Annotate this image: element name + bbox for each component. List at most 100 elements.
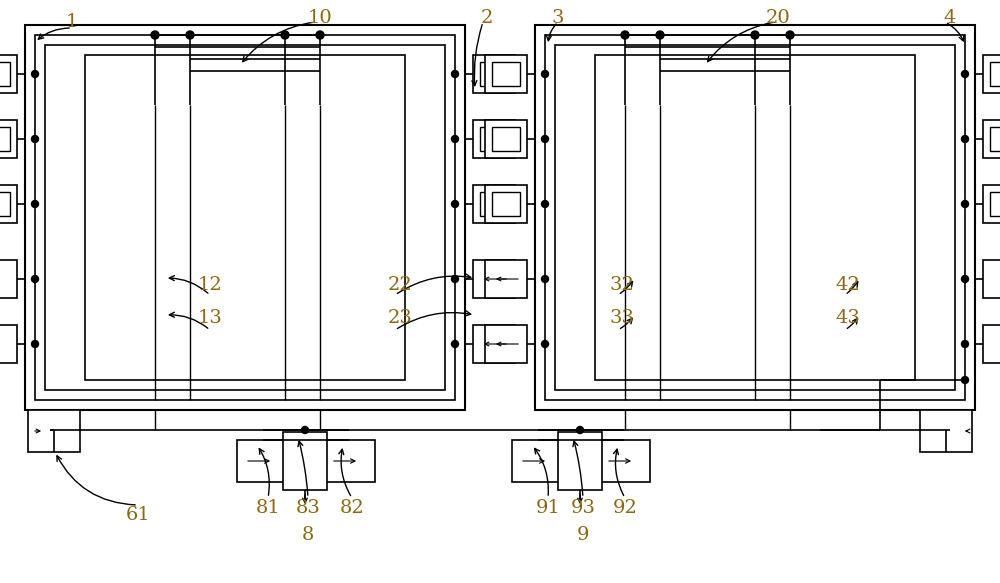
Bar xyxy=(0,127,10,151)
Bar xyxy=(0,325,17,363)
Bar xyxy=(0,55,17,93)
Bar xyxy=(0,192,10,216)
Circle shape xyxy=(542,71,548,78)
Bar xyxy=(555,45,955,390)
Circle shape xyxy=(452,340,458,347)
Circle shape xyxy=(186,31,194,39)
Circle shape xyxy=(542,276,548,283)
Bar xyxy=(485,55,527,93)
Circle shape xyxy=(32,71,38,78)
Bar xyxy=(990,127,1000,151)
Bar xyxy=(990,192,1000,216)
Text: 23: 23 xyxy=(388,309,412,327)
Bar xyxy=(492,127,520,151)
Circle shape xyxy=(542,135,548,142)
Circle shape xyxy=(962,71,968,78)
Circle shape xyxy=(786,31,794,39)
Text: 42: 42 xyxy=(836,276,860,294)
Text: 91: 91 xyxy=(536,499,560,517)
Bar xyxy=(480,127,508,151)
Bar xyxy=(480,62,508,86)
Circle shape xyxy=(962,340,968,347)
Bar xyxy=(473,120,515,158)
Circle shape xyxy=(316,31,324,39)
Circle shape xyxy=(962,377,968,384)
Text: 8: 8 xyxy=(302,526,314,544)
Bar xyxy=(28,410,80,452)
Bar xyxy=(283,432,327,490)
Bar xyxy=(595,55,915,380)
Text: 83: 83 xyxy=(296,499,320,517)
Circle shape xyxy=(32,135,38,142)
Bar xyxy=(45,45,445,390)
Text: 33: 33 xyxy=(610,309,635,327)
Circle shape xyxy=(621,31,629,39)
Bar xyxy=(323,440,375,482)
Bar xyxy=(983,120,1000,158)
Text: 61: 61 xyxy=(126,506,150,524)
Bar xyxy=(85,55,405,380)
Circle shape xyxy=(32,201,38,208)
Text: 93: 93 xyxy=(570,499,596,517)
Text: 3: 3 xyxy=(552,9,564,27)
Text: 9: 9 xyxy=(577,526,589,544)
Bar xyxy=(983,325,1000,363)
Bar xyxy=(920,410,972,452)
Bar xyxy=(485,325,527,363)
Bar xyxy=(480,192,508,216)
Circle shape xyxy=(281,31,289,39)
Text: 1: 1 xyxy=(66,13,78,31)
Circle shape xyxy=(452,71,458,78)
Bar xyxy=(485,260,527,298)
Bar xyxy=(25,25,465,410)
Bar xyxy=(492,62,520,86)
Bar xyxy=(473,325,515,363)
Bar xyxy=(485,120,527,158)
Bar xyxy=(598,440,650,482)
Bar xyxy=(473,55,515,93)
Text: 22: 22 xyxy=(388,276,412,294)
Bar xyxy=(558,432,602,490)
Bar xyxy=(545,35,965,400)
Circle shape xyxy=(151,31,159,39)
Circle shape xyxy=(751,31,759,39)
Text: 82: 82 xyxy=(340,499,364,517)
Circle shape xyxy=(452,201,458,208)
Bar xyxy=(535,25,975,410)
Circle shape xyxy=(656,31,664,39)
Bar xyxy=(983,185,1000,223)
Text: 2: 2 xyxy=(481,9,493,27)
Bar xyxy=(237,440,289,482)
Bar xyxy=(512,440,564,482)
Text: 12: 12 xyxy=(198,276,222,294)
Bar xyxy=(492,192,520,216)
Bar xyxy=(983,260,1000,298)
Circle shape xyxy=(576,427,584,434)
Circle shape xyxy=(962,135,968,142)
Circle shape xyxy=(452,135,458,142)
Circle shape xyxy=(32,276,38,283)
Text: 43: 43 xyxy=(836,309,860,327)
Circle shape xyxy=(962,276,968,283)
Bar xyxy=(473,260,515,298)
Circle shape xyxy=(962,201,968,208)
Circle shape xyxy=(302,427,308,434)
Bar xyxy=(990,62,1000,86)
Circle shape xyxy=(542,340,548,347)
Bar xyxy=(0,62,10,86)
Text: 13: 13 xyxy=(198,309,222,327)
Circle shape xyxy=(542,201,548,208)
Bar xyxy=(485,185,527,223)
Bar xyxy=(0,185,17,223)
Bar xyxy=(35,35,455,400)
Text: 92: 92 xyxy=(613,499,637,517)
Text: 20: 20 xyxy=(766,9,790,27)
Circle shape xyxy=(452,276,458,283)
Bar xyxy=(0,120,17,158)
Text: 81: 81 xyxy=(256,499,280,517)
Circle shape xyxy=(32,340,38,347)
Text: 32: 32 xyxy=(610,276,634,294)
Bar xyxy=(983,55,1000,93)
Bar xyxy=(473,185,515,223)
Text: 4: 4 xyxy=(944,9,956,27)
